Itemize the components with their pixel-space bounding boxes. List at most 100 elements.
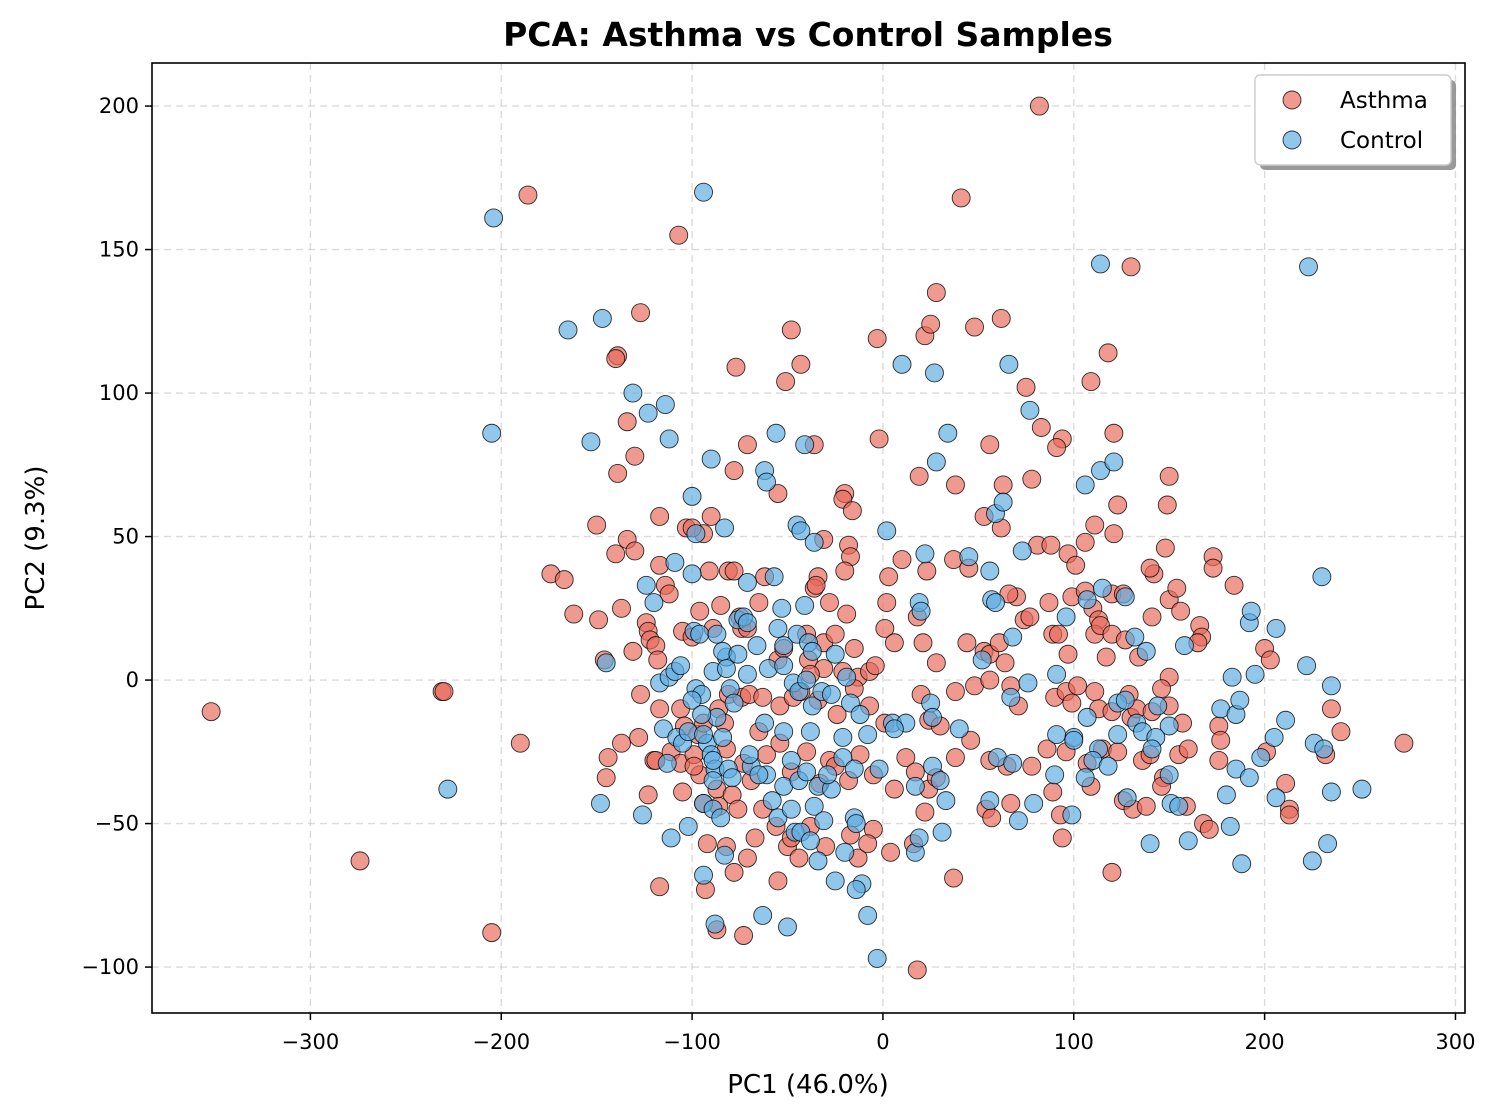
y-axis-label: PC2 (9.3%) bbox=[21, 466, 51, 611]
control-point bbox=[1142, 739, 1162, 759]
y-tick-label: −50 bbox=[95, 812, 139, 836]
asthma-point bbox=[1001, 794, 1021, 813]
control-point bbox=[825, 644, 845, 664]
control-point bbox=[1251, 748, 1271, 768]
asthma-point bbox=[1211, 730, 1231, 750]
control-point bbox=[915, 544, 935, 564]
legend-marker-control bbox=[1282, 130, 1302, 150]
asthma-point bbox=[1022, 469, 1042, 489]
control-point bbox=[692, 705, 712, 724]
asthma-point bbox=[1279, 805, 1299, 825]
asthma-point bbox=[858, 834, 878, 854]
control-point bbox=[925, 363, 944, 383]
asthma-point bbox=[825, 624, 845, 644]
control-point bbox=[707, 624, 727, 644]
asthma-point bbox=[625, 541, 645, 561]
control-point bbox=[753, 905, 773, 925]
control-point bbox=[1230, 690, 1250, 710]
asthma-point bbox=[648, 650, 668, 670]
control-point bbox=[1008, 811, 1028, 831]
x-tick-label: 100 bbox=[1054, 1030, 1094, 1054]
asthma-point bbox=[945, 748, 965, 768]
x-tick-label: 200 bbox=[1245, 1030, 1285, 1054]
control-point bbox=[715, 845, 734, 865]
asthma-point bbox=[1020, 607, 1040, 627]
asthma-point bbox=[1043, 782, 1063, 802]
asthma-point bbox=[726, 357, 746, 377]
control-point bbox=[644, 593, 664, 613]
control-point bbox=[1125, 627, 1145, 647]
control-point bbox=[858, 905, 878, 925]
control-point bbox=[844, 759, 864, 779]
control-point bbox=[1077, 590, 1097, 610]
control-point bbox=[739, 745, 759, 765]
asthma-point bbox=[842, 501, 862, 521]
control-point bbox=[1056, 607, 1076, 627]
asthma-point bbox=[835, 561, 855, 581]
control-point bbox=[808, 851, 828, 871]
control-point bbox=[905, 776, 925, 796]
asthma-point bbox=[1142, 607, 1162, 627]
asthma-point bbox=[1394, 733, 1414, 753]
control-point bbox=[1159, 716, 1179, 736]
control-point bbox=[484, 208, 504, 228]
y-tick-label: 200 bbox=[99, 94, 139, 118]
control-point bbox=[869, 759, 889, 779]
control-point bbox=[781, 750, 801, 770]
asthma-point bbox=[907, 960, 927, 980]
control-point bbox=[980, 561, 1000, 581]
control-point bbox=[749, 765, 769, 785]
asthma-point bbox=[554, 570, 574, 590]
asthma-point bbox=[995, 653, 1015, 673]
control-point bbox=[846, 880, 866, 900]
control-point bbox=[1312, 567, 1332, 587]
asthma-point bbox=[1049, 624, 1068, 644]
control-point bbox=[1047, 664, 1067, 684]
asthma-point bbox=[982, 808, 1002, 828]
legend-label-asthma: Asthma bbox=[1340, 88, 1428, 114]
control-point bbox=[678, 816, 698, 836]
asthma-point bbox=[1167, 578, 1187, 598]
asthma-point bbox=[734, 926, 754, 945]
asthma-point bbox=[711, 595, 731, 615]
x-tick-label: −100 bbox=[663, 1030, 721, 1054]
control-point bbox=[1159, 765, 1179, 785]
asthma-point bbox=[638, 785, 658, 805]
control-point bbox=[633, 805, 652, 825]
control-point bbox=[737, 664, 757, 684]
asthma-point bbox=[753, 687, 773, 707]
control-point bbox=[636, 575, 656, 595]
control-point bbox=[778, 917, 797, 937]
asthma-point bbox=[608, 463, 628, 483]
control-point bbox=[1091, 461, 1110, 481]
control-point bbox=[1148, 696, 1168, 716]
asthma-point bbox=[999, 584, 1019, 604]
asthma-point bbox=[669, 225, 689, 245]
asthma-point bbox=[781, 320, 801, 340]
control-point bbox=[1020, 400, 1040, 420]
asthma-point bbox=[1104, 423, 1124, 443]
asthma-point bbox=[1098, 343, 1118, 363]
control-point bbox=[1115, 690, 1135, 710]
control-point bbox=[1003, 753, 1023, 773]
asthma-point bbox=[892, 550, 912, 569]
y-tick-label: 100 bbox=[99, 381, 139, 405]
control-point bbox=[690, 624, 710, 644]
asthma-point bbox=[434, 682, 454, 701]
asthma-point bbox=[1052, 828, 1072, 848]
x-axis-label: PC1 (46.0%) bbox=[727, 1070, 889, 1100]
asthma-point bbox=[770, 696, 790, 716]
asthma-point bbox=[791, 354, 811, 374]
control-point bbox=[1241, 601, 1261, 621]
asthma-point bbox=[737, 435, 757, 455]
control-point bbox=[705, 914, 725, 934]
control-point bbox=[1216, 785, 1236, 805]
asthma-point bbox=[1022, 756, 1042, 776]
control-point bbox=[659, 429, 679, 449]
control-point bbox=[1077, 707, 1097, 727]
asthma-point bbox=[612, 733, 631, 753]
asthma-point bbox=[957, 633, 977, 653]
asthma-point bbox=[869, 429, 889, 449]
asthma-point bbox=[1321, 699, 1341, 719]
control-point bbox=[1064, 730, 1084, 750]
